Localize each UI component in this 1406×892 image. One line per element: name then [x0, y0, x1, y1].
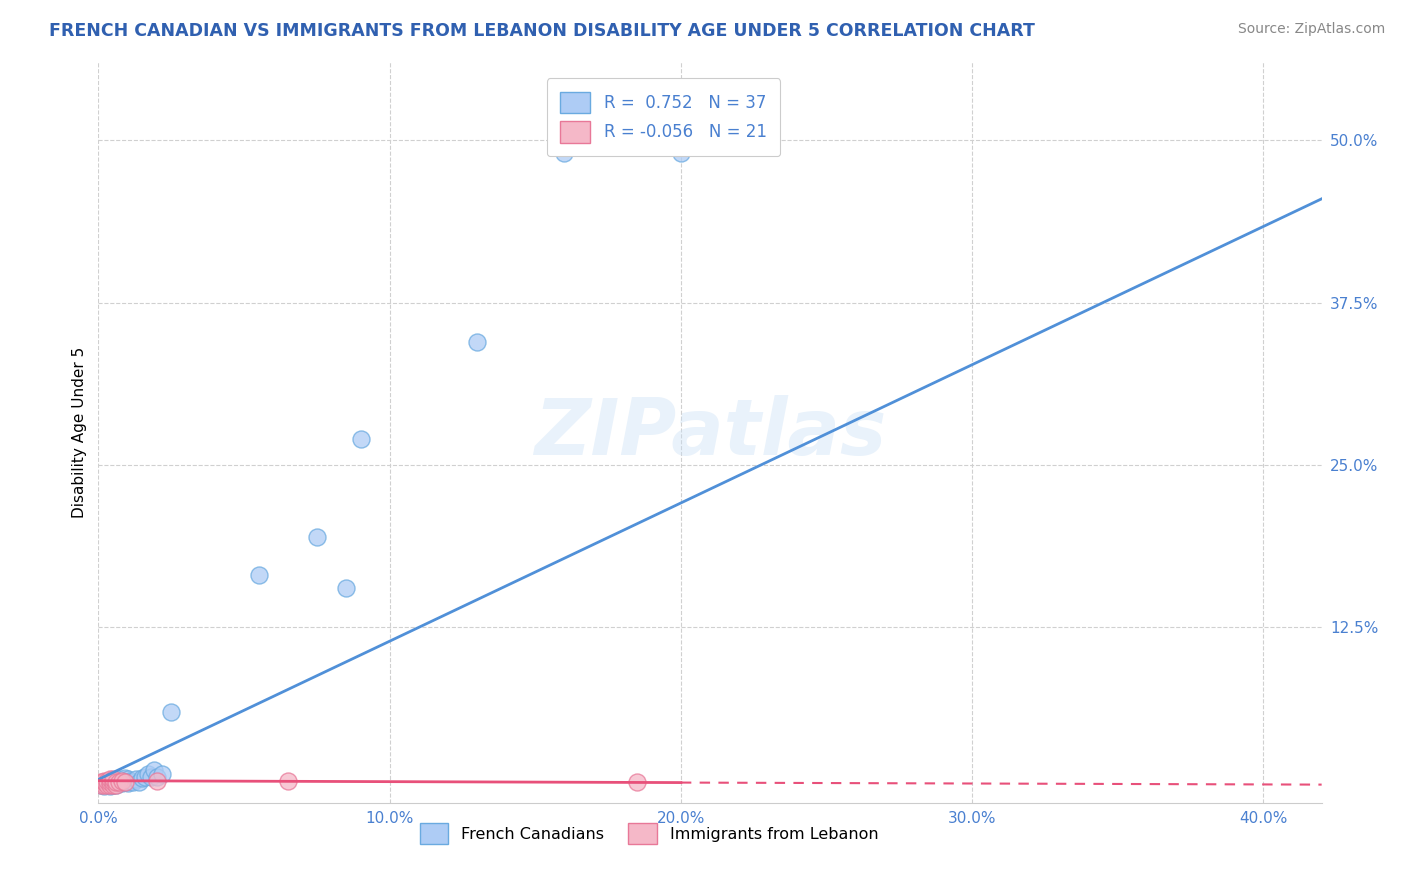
Point: [247, 568, 270, 582]
Point: [108, 776, 131, 790]
Point: [104, 775, 127, 789]
Point: [335, 582, 357, 596]
Point: [114, 775, 136, 789]
Point: [104, 778, 127, 792]
Point: [90, 778, 112, 792]
Point: [145, 773, 167, 788]
Point: [152, 767, 174, 781]
Point: [626, 775, 648, 789]
Point: [114, 771, 136, 785]
Point: [93, 778, 115, 792]
Point: [101, 778, 124, 792]
Point: [98, 775, 121, 789]
Point: [114, 775, 136, 789]
Point: [101, 773, 124, 788]
Point: [90, 778, 112, 792]
Point: [111, 776, 134, 790]
Point: [349, 432, 371, 446]
Point: [96, 778, 118, 792]
Point: [120, 773, 142, 788]
Point: [96, 775, 118, 789]
Point: [98, 775, 121, 789]
Point: [111, 773, 134, 788]
Point: [108, 775, 131, 789]
Point: [125, 772, 148, 787]
Point: [98, 779, 121, 793]
Point: [305, 529, 328, 543]
Point: [104, 778, 127, 792]
Point: [96, 773, 118, 788]
Point: [145, 770, 167, 784]
Point: [128, 775, 150, 789]
Point: [93, 773, 115, 788]
Point: [90, 775, 112, 789]
Point: [122, 775, 145, 789]
Point: [160, 705, 183, 719]
Point: [111, 773, 134, 788]
Point: [104, 775, 127, 789]
Point: [139, 770, 162, 784]
Point: [101, 775, 124, 789]
Point: [96, 776, 118, 790]
Point: [101, 772, 124, 787]
Point: [669, 146, 692, 161]
Point: [465, 334, 488, 349]
Point: [134, 770, 156, 784]
Point: [117, 776, 139, 790]
Point: [131, 771, 153, 785]
Point: [117, 772, 139, 787]
Y-axis label: Disability Age Under 5: Disability Age Under 5: [72, 347, 87, 518]
Point: [136, 767, 159, 781]
Point: [108, 772, 131, 787]
Point: [93, 779, 115, 793]
Point: [277, 773, 299, 788]
Point: [101, 778, 124, 792]
Text: Source: ZipAtlas.com: Source: ZipAtlas.com: [1237, 22, 1385, 37]
Point: [553, 146, 575, 161]
Point: [98, 772, 121, 787]
Text: ZIPatlas: ZIPatlas: [534, 394, 886, 471]
Legend: French Canadians, Immigrants from Lebanon: French Canadians, Immigrants from Lebano…: [413, 817, 884, 850]
Point: [98, 778, 121, 792]
Text: FRENCH CANADIAN VS IMMIGRANTS FROM LEBANON DISABILITY AGE UNDER 5 CORRELATION CH: FRENCH CANADIAN VS IMMIGRANTS FROM LEBAN…: [49, 22, 1035, 40]
Point: [142, 764, 165, 778]
Point: [93, 775, 115, 789]
